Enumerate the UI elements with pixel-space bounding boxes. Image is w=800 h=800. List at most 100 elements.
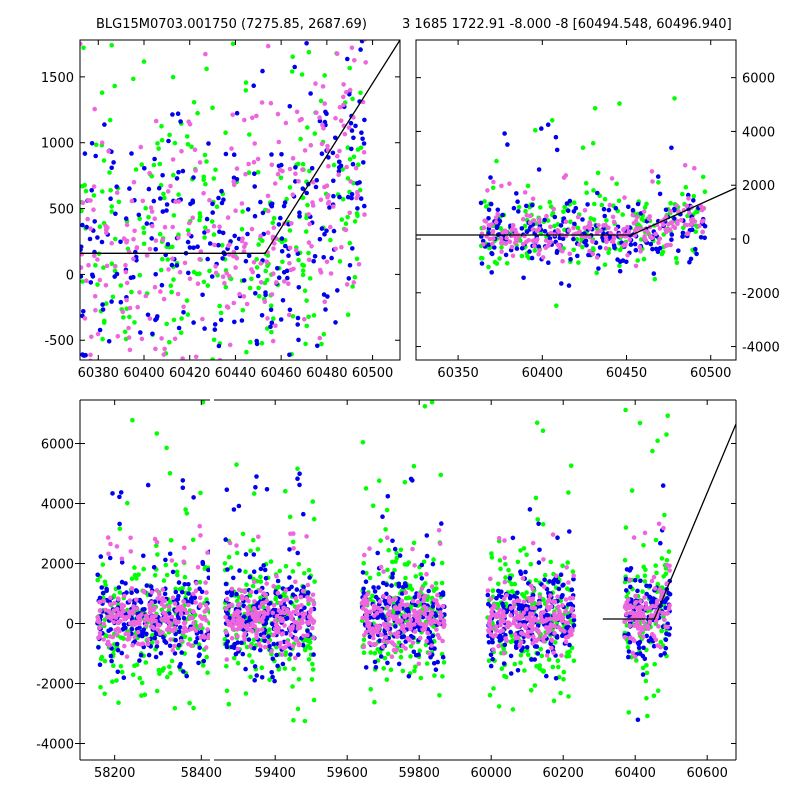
data-point-green	[247, 285, 253, 291]
data-point-pink	[272, 618, 278, 624]
data-point-pink	[544, 604, 550, 610]
data-point-pink	[296, 179, 301, 184]
data-point-pink	[123, 631, 128, 637]
data-point-blue	[532, 657, 537, 662]
data-point-green	[533, 495, 539, 501]
data-point-pink	[438, 610, 443, 615]
data-point-green	[154, 431, 160, 436]
data-point-pink	[588, 222, 593, 228]
data-point-blue	[167, 551, 173, 557]
data-point-pink	[184, 610, 190, 616]
data-point-blue	[333, 135, 338, 141]
data-point-green	[299, 72, 305, 77]
data-point-pink	[106, 148, 111, 154]
data-point-pink	[246, 607, 251, 613]
data-point-blue	[439, 521, 444, 526]
data-point-blue	[286, 253, 291, 258]
data-point-green	[300, 268, 306, 273]
data-point-green	[644, 201, 649, 207]
data-point-pink	[229, 635, 235, 641]
data-point-pink	[494, 628, 500, 633]
data-point-pink	[595, 230, 600, 235]
data-point-green	[259, 665, 265, 670]
data-point-blue	[537, 547, 542, 553]
data-point-blue	[397, 553, 403, 558]
data-point-green	[250, 583, 256, 589]
data-point-pink	[531, 218, 537, 223]
data-point-green	[358, 90, 363, 96]
data-point-green	[280, 259, 285, 265]
data-point-pink	[512, 616, 517, 621]
data-point-green	[345, 145, 351, 150]
data-point-pink	[104, 263, 110, 269]
data-point-pink	[434, 627, 439, 632]
data-point-green	[653, 563, 658, 568]
data-point-pink	[569, 606, 575, 612]
data-point-blue	[254, 673, 259, 678]
data-point-green	[524, 552, 529, 558]
data-point-blue	[210, 210, 215, 215]
data-point-green	[319, 341, 324, 347]
data-point-blue	[165, 242, 171, 247]
data-point-blue	[628, 584, 633, 590]
data-point-pink	[261, 634, 267, 640]
data-point-pink	[302, 611, 308, 617]
data-point-pink	[205, 635, 210, 640]
data-point-pink	[682, 222, 688, 227]
data-point-green	[256, 285, 261, 291]
data-point-green	[312, 131, 318, 136]
data-point-pink	[552, 630, 557, 636]
data-point-pink	[258, 643, 263, 649]
data-point-pink	[431, 618, 436, 623]
data-point-blue	[201, 658, 207, 664]
data-point-blue	[424, 553, 430, 559]
data-point-green	[489, 555, 495, 560]
data-point-blue	[141, 627, 146, 633]
data-point-green	[276, 584, 282, 590]
data-point-blue	[88, 280, 94, 285]
data-point-pink	[571, 613, 577, 619]
data-point-blue	[106, 339, 112, 344]
data-point-blue	[220, 230, 226, 236]
data-point-blue	[565, 208, 571, 214]
data-point-pink	[156, 386, 161, 391]
data-point-pink	[268, 100, 274, 106]
data-point-blue	[553, 676, 559, 681]
data-point-pink	[97, 625, 102, 631]
data-point-pink	[603, 246, 609, 251]
data-point-blue	[372, 659, 378, 665]
data-point-blue	[542, 229, 548, 234]
data-point-pink	[279, 652, 285, 657]
data-point-blue	[567, 642, 572, 648]
data-point-pink	[93, 308, 98, 313]
data-point-pink	[278, 640, 284, 646]
data-point-pink	[124, 238, 130, 244]
data-point-blue	[163, 389, 168, 394]
data-point-green	[496, 581, 501, 587]
data-point-green	[345, 214, 351, 220]
data-point-pink	[622, 619, 627, 625]
data-point-blue	[234, 591, 239, 597]
data-point-blue	[246, 439, 251, 444]
data-point-pink	[667, 227, 672, 233]
data-point-blue	[305, 628, 310, 634]
data-point-blue	[566, 602, 571, 607]
data-point-blue	[231, 575, 236, 581]
data-point-pink	[490, 236, 496, 241]
data-point-blue	[612, 245, 617, 250]
data-point-blue	[151, 565, 157, 570]
data-point-green	[161, 191, 166, 197]
data-point-green	[340, 167, 346, 172]
data-point-pink	[108, 602, 113, 607]
data-point-green	[345, 176, 351, 181]
data-point-pink	[224, 270, 229, 276]
data-point-blue	[223, 581, 229, 587]
data-point-blue	[624, 588, 629, 593]
data-point-pink	[172, 336, 178, 342]
data-point-pink	[627, 237, 632, 242]
data-point-pink	[86, 262, 91, 268]
data-point-pink	[499, 240, 504, 246]
data-point-blue	[584, 243, 589, 248]
data-point-blue	[268, 324, 273, 330]
data-point-green	[116, 700, 121, 705]
